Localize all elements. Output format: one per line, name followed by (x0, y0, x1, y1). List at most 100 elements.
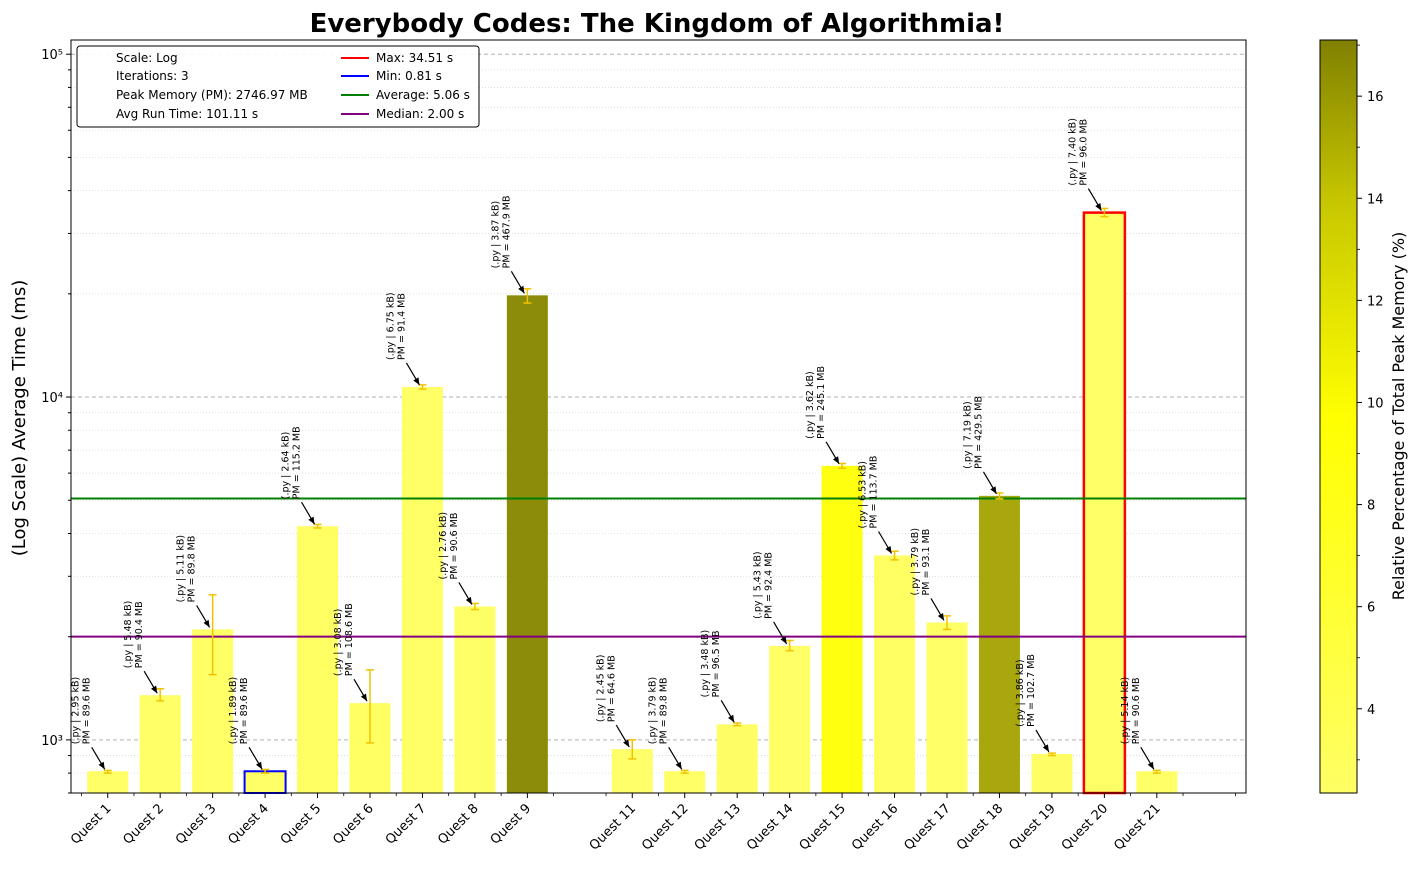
annotation-label: PM = 92.4 MB (764, 552, 775, 619)
legend-average: Average: 5.06 s (376, 88, 470, 102)
bar (506, 295, 548, 793)
bar (87, 771, 129, 793)
legend-median: Median: 2.00 s (376, 107, 464, 121)
x-tick-label: Quest 2 (121, 801, 167, 847)
legend-max: Max: 34.51 s (376, 51, 453, 65)
annotation-label: PM = 429.5 MB (973, 396, 984, 469)
annotation-label: PM = 91.4 MB (396, 293, 407, 360)
annotation-arrowhead (151, 685, 158, 694)
annotation-arrowhead (98, 761, 105, 770)
annotation-label: PM = 102.7 MB (1026, 654, 1037, 727)
annotation-label: PM = 64.6 MB (606, 655, 617, 722)
annotations: (.py | 2.95 kB) PM = 89.6 MB(.py | 5.48 k… (71, 118, 1155, 770)
bar (978, 495, 1020, 793)
annotation-label: (.py | 3.86 kB) (1015, 659, 1026, 727)
annotation-label: PM = 96.0 MB (1078, 119, 1089, 186)
colorbar-tick-label: 16 (1367, 90, 1384, 105)
annotation-label: PM = 93.1 MB (921, 529, 932, 596)
annotation-label: (.py | 3.79 kB) (910, 528, 921, 596)
x-tick-label: Quest 21 (1111, 801, 1163, 853)
bar (297, 526, 339, 793)
annotation-arrowhead (465, 596, 472, 605)
bar (139, 695, 181, 793)
annotation-label: (.py | 7.40 kB) (1067, 118, 1078, 186)
y-axis-label: (Log Scale) Average Time (ms) (9, 280, 30, 556)
y-tick-label: 10⁵ (41, 48, 63, 63)
annotation-label: PM = 113.7 MB (869, 456, 880, 529)
annotation-label: (.py | 3.87 kB) (490, 201, 501, 269)
bar (401, 386, 443, 793)
annotation-arrowhead (255, 761, 263, 770)
x-tick-label: Quest 4 (225, 801, 271, 847)
colorbar-tick-label: 12 (1367, 294, 1384, 309)
annotation-arrowhead (623, 739, 630, 748)
annotation-label: PM = 96.5 MB (711, 631, 722, 698)
x-tick-label: Quest 20 (1059, 801, 1111, 853)
x-tick-label: Quest 9 (488, 801, 534, 847)
annotation-arrowhead (518, 285, 525, 294)
annotation-arrowhead (203, 619, 210, 628)
bar (664, 771, 706, 793)
x-tick-label: Quest 13 (692, 801, 744, 853)
y-tick-label: 10³ (41, 734, 63, 749)
colorbar-ticks: 4 6 8 10 12 14 16 (1357, 44, 1384, 761)
annotation-label: PM = 89.8 MB (659, 677, 670, 744)
x-axis: Quest 1 Quest 2 Quest 3 Quest 4 Quest 5 Quest… (68, 793, 1236, 854)
annotation-label: PM = 115.2 MB (292, 426, 303, 499)
y-axis: 10³ 10⁴ 10⁵ (41, 48, 71, 794)
x-tick-label: Quest 14 (744, 801, 796, 853)
annotation-arrowhead (413, 377, 420, 385)
annotation-arrowhead (360, 693, 367, 702)
annotation-label: PM = 89.8 MB (187, 536, 198, 603)
legend: Scale: Log Iterations: 3 Peak Memory (PM… (76, 45, 480, 128)
x-tick-label: Quest 15 (797, 801, 849, 853)
annotation-label: (.py | 5.14 kB) (1120, 677, 1131, 745)
x-tick-label: Quest 3 (173, 801, 219, 847)
annotation-label: (.py | 2.64 kB) (281, 432, 292, 500)
bar (821, 465, 863, 793)
colorbar-tick-label: 8 (1367, 499, 1375, 514)
reference-lines (71, 497, 1246, 638)
x-tick-label: Quest 7 (383, 801, 429, 847)
annotation-arrowhead (308, 516, 315, 525)
x-tick-label: Quest 12 (639, 801, 691, 853)
legend-avg-run-time: Avg Run Time: 101.11 s (116, 107, 258, 121)
error-bars (103, 207, 1161, 774)
bar (716, 724, 758, 793)
bar (769, 645, 811, 793)
annotation-label: PM = 90.6 MB (449, 513, 460, 580)
colorbar-tick-label: 6 (1367, 601, 1375, 616)
annotation-label: (.py | 3.08 kB) (333, 609, 344, 677)
x-tick-label: Quest 5 (278, 801, 324, 847)
annotation-arrowhead (675, 761, 682, 770)
bar (874, 555, 916, 793)
x-tick-label: Quest 19 (1006, 801, 1058, 853)
colorbar-tick-label: 10 (1367, 396, 1384, 411)
annotation-label: (.py | 2.76 kB) (438, 512, 449, 580)
annotation-arrowhead (780, 636, 787, 644)
colorbar-gradient (1319, 39, 1358, 794)
annotation-label: PM = 89.6 MB (239, 677, 250, 744)
x-tick-label: Quest 8 (435, 801, 481, 847)
legend-peak-memory: Peak Memory (PM): 2746.97 MB (116, 88, 308, 102)
legend-min: Min: 0.81 s (376, 69, 442, 83)
annotation-arrowhead (937, 612, 945, 621)
annotation-arrowhead (885, 545, 892, 554)
x-tick-label: Quest 18 (954, 801, 1006, 853)
annotation-label: (.py | 1.89 kB) (228, 677, 239, 745)
annotation-label: (.py | 7.19 kB) (962, 401, 973, 469)
annotation-arrowhead (728, 714, 735, 723)
annotation-label: (.py | 6.53 kB) (858, 461, 869, 529)
annotation-label: (.py | 5.11 kB) (176, 535, 187, 603)
bar (243, 770, 287, 794)
colorbar-label: Relative Percentage of Total Peak Memory… (1389, 232, 1408, 601)
x-tick-label: Quest 17 (901, 801, 953, 853)
colorbar-tick-label: 4 (1367, 703, 1375, 718)
annotation-label: PM = 245.1 MB (816, 366, 827, 439)
annotation-arrowhead (1042, 744, 1049, 752)
bar (1082, 211, 1127, 795)
annotation-arrowhead (1147, 761, 1154, 770)
annotation-label: (.py | 5.43 kB) (753, 551, 764, 619)
y-tick-label: 10⁴ (41, 391, 63, 406)
